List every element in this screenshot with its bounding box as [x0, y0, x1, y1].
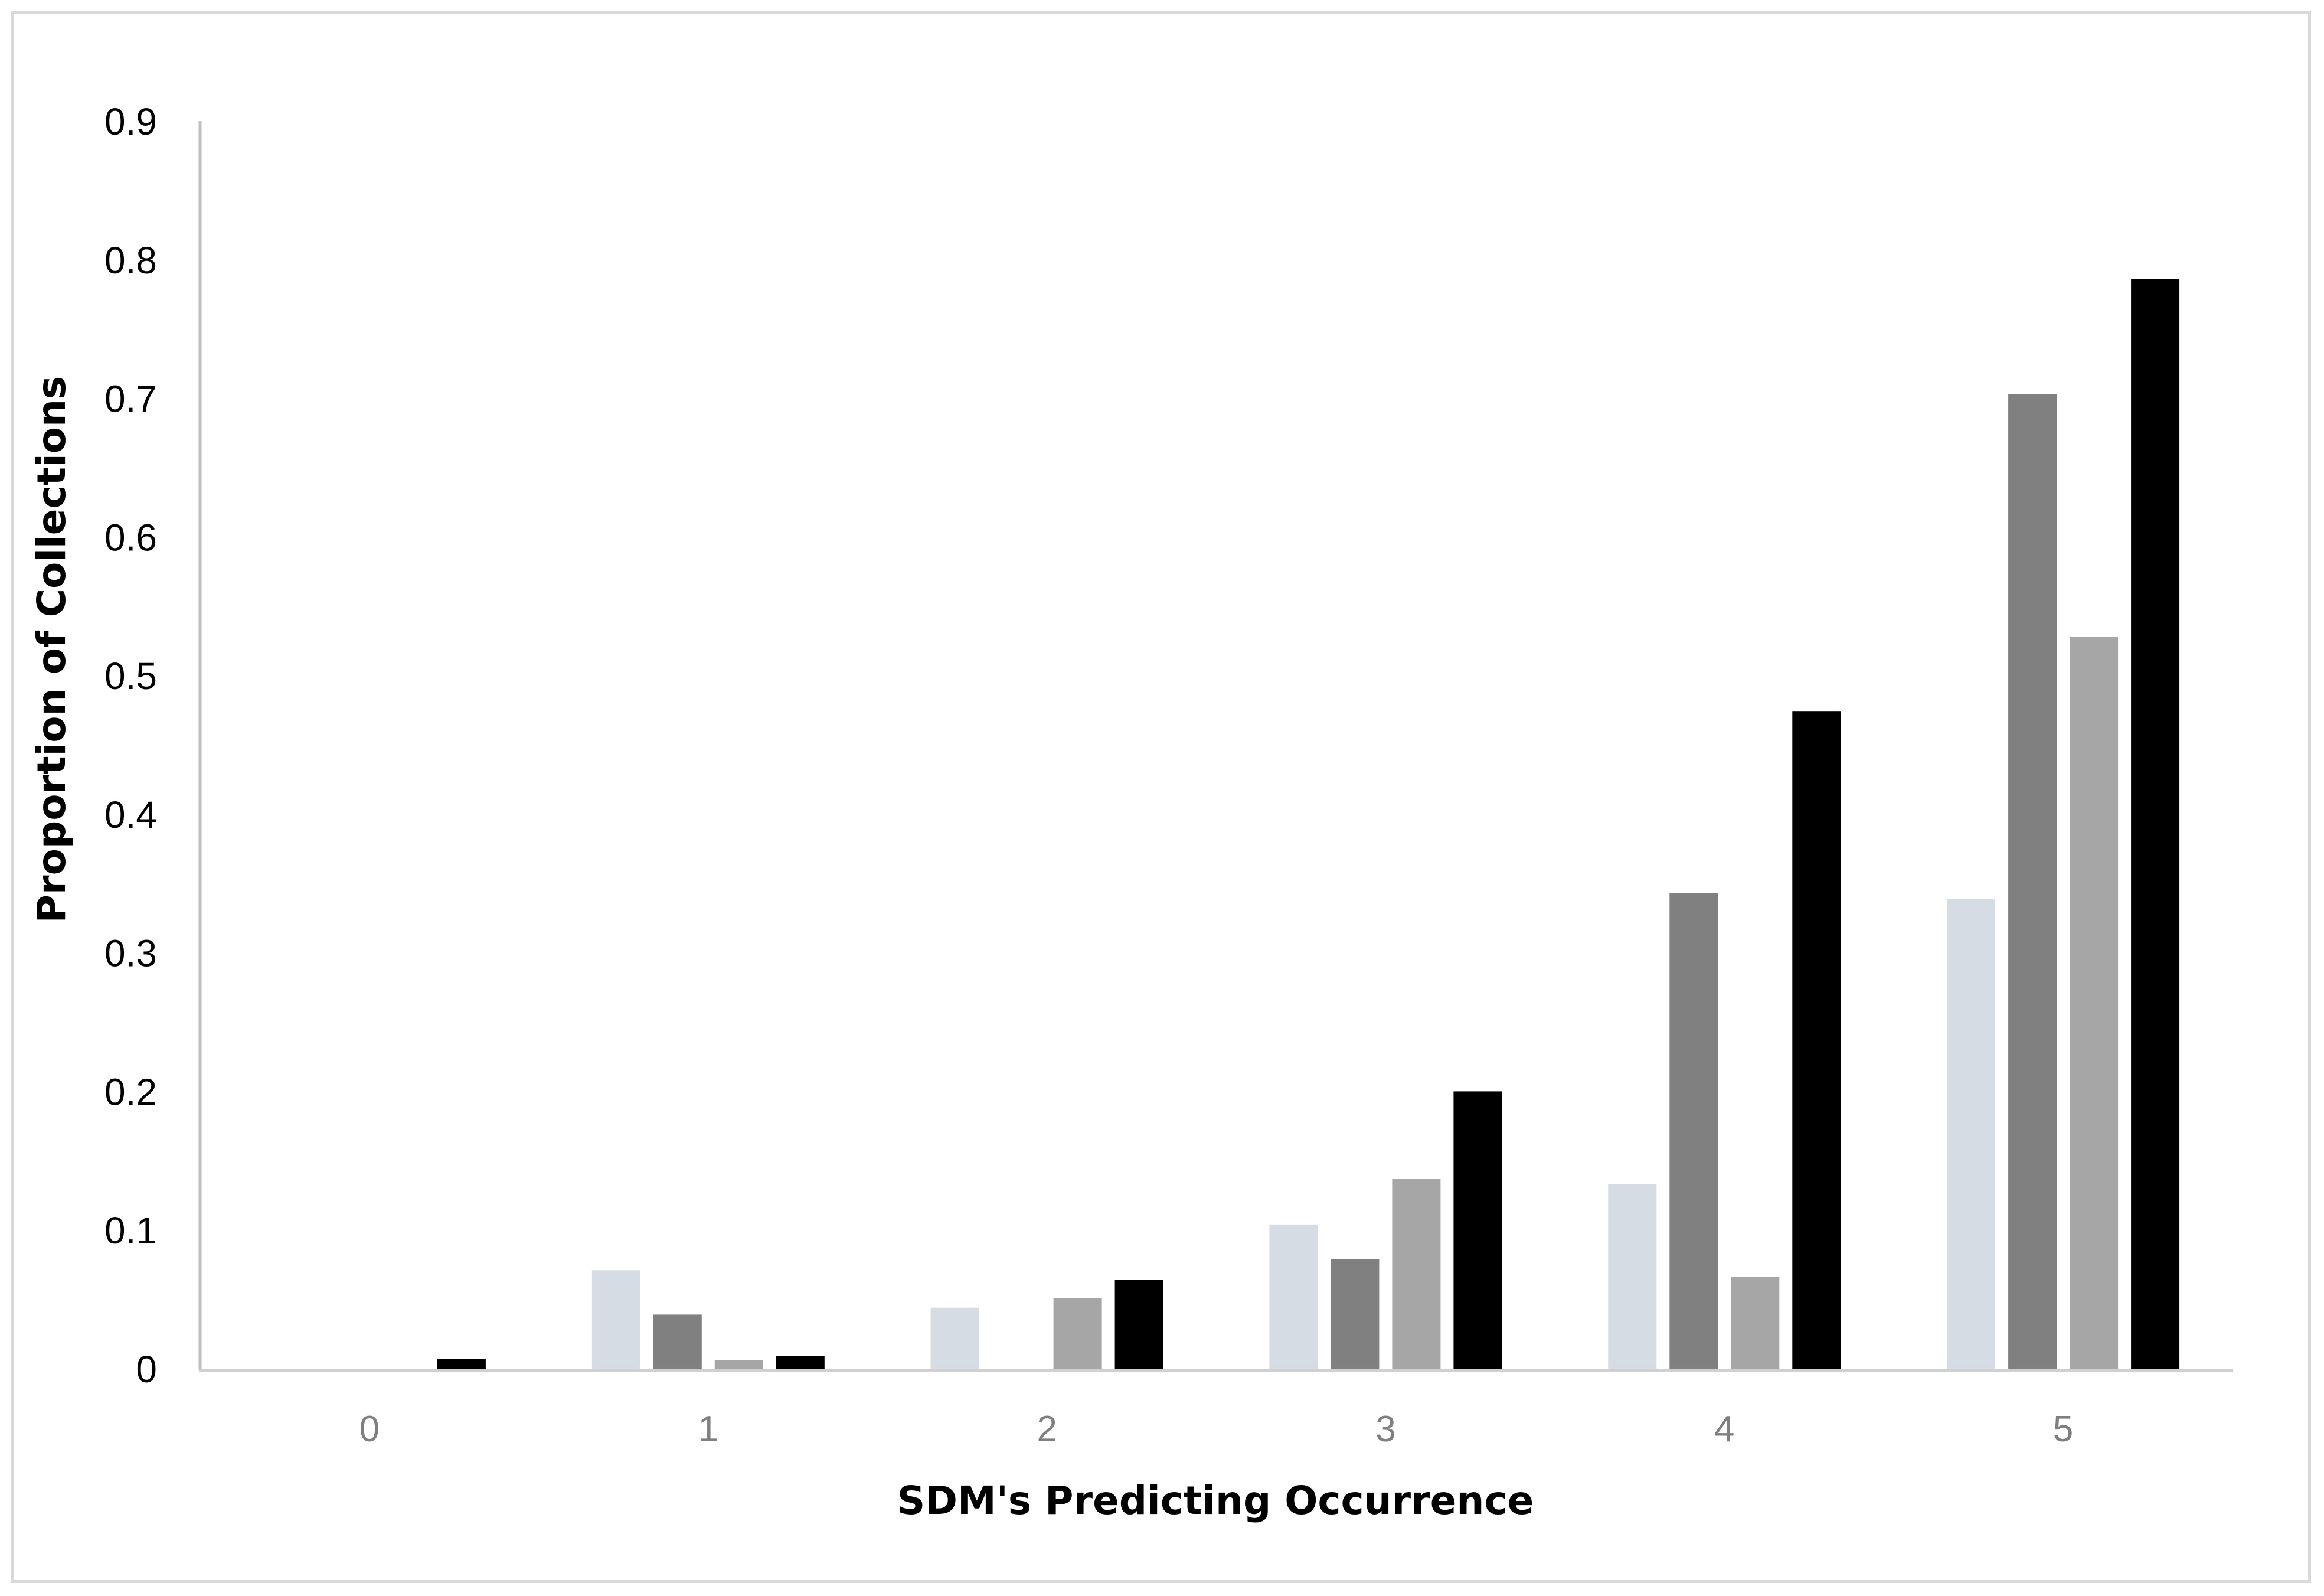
bar-series4-cat-4 [1792, 711, 1841, 1369]
y-tick-label: 0.1 [104, 1209, 157, 1252]
bar-series2-cat-3 [1331, 1259, 1380, 1369]
y-axis-title: Proportion of Collections [29, 376, 74, 923]
bar-series1-cat-2 [930, 1307, 979, 1369]
bar-series2-cat-4 [1669, 893, 1718, 1369]
bar-series3-cat-1 [714, 1360, 763, 1369]
y-tick-label: 0.7 [104, 378, 157, 420]
x-tick-label: 0 [359, 1409, 380, 1450]
bar-series1-cat-1 [591, 1270, 640, 1369]
y-tick-label: 0.9 [104, 100, 157, 143]
x-tick-label: 1 [698, 1409, 718, 1450]
y-tick-label: 0.8 [104, 239, 157, 282]
bar-series3-cat-3 [1392, 1179, 1441, 1369]
x-tick-label: 3 [1375, 1409, 1395, 1450]
y-tick-label: 0.6 [104, 516, 157, 559]
bar-series4-cat-0 [437, 1359, 486, 1369]
bar-series3-cat-2 [1053, 1298, 1102, 1369]
x-axis-title: SDM's Predicting Occurrence [897, 1478, 1534, 1523]
x-tick-labels: 0 1 2 3 4 5 [359, 1409, 2074, 1450]
x-tick-label: 4 [1714, 1409, 1734, 1450]
x-tick-label: 5 [2053, 1409, 2073, 1450]
y-tick-label: 0.4 [104, 794, 157, 836]
y-tick-labels: 0 0.1 0.2 0.3 0.4 0.5 0.6 0.7 0.8 0.9 [104, 100, 157, 1391]
y-tick-label: 0.2 [104, 1070, 157, 1113]
y-tick-label: 0 [136, 1348, 157, 1391]
bar-series2-cat-5 [2008, 394, 2057, 1369]
y-tick-label: 0.5 [104, 655, 157, 697]
bar-series4-cat-1 [776, 1356, 825, 1369]
bar-series2-cat-1 [653, 1314, 702, 1369]
bar-series3-cat-5 [2070, 637, 2119, 1369]
x-tick-label: 2 [1037, 1409, 1057, 1450]
bar-series4-cat-2 [1114, 1280, 1163, 1369]
bars-group [437, 279, 2180, 1369]
y-tick-label: 0.3 [104, 932, 157, 975]
bar-series1-cat-4 [1608, 1184, 1657, 1369]
bar-series4-cat-3 [1453, 1091, 1502, 1369]
bar-series1-cat-3 [1269, 1224, 1318, 1369]
bar-series3-cat-4 [1731, 1277, 1780, 1369]
bar-series4-cat-5 [2131, 279, 2180, 1369]
bar-series1-cat-5 [1947, 899, 1996, 1369]
